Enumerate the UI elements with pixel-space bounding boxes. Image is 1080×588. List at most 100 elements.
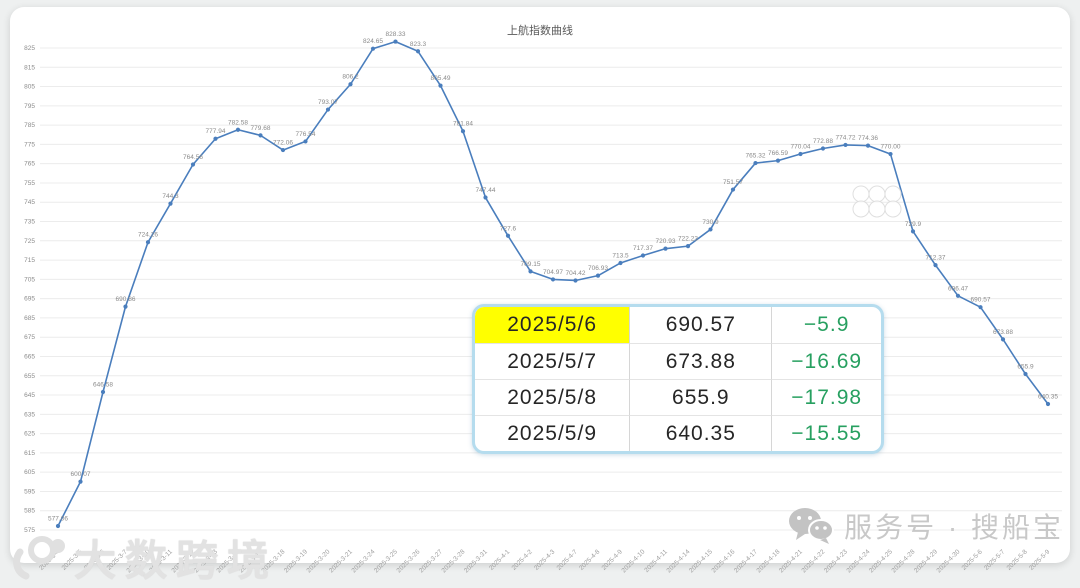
svg-text:765.32: 765.32: [746, 153, 766, 160]
change-cell: −5.9: [771, 307, 881, 343]
svg-text:772.06: 772.06: [273, 140, 293, 147]
bottom-right-watermark-text: 服务号 · 搜船宝: [844, 512, 1064, 543]
svg-text:825: 825: [24, 45, 35, 52]
svg-text:635: 635: [24, 411, 35, 418]
svg-text:744.3: 744.3: [162, 193, 179, 200]
svg-text:779.68: 779.68: [251, 125, 271, 132]
bottom-right-watermark: 服务号 · 搜船宝: [788, 506, 1064, 546]
svg-text:770.00: 770.00: [881, 144, 901, 151]
svg-text:585: 585: [24, 508, 35, 515]
svg-text:625: 625: [24, 431, 35, 438]
svg-text:725: 725: [24, 238, 35, 245]
svg-text:785: 785: [24, 122, 35, 129]
svg-text:774.72: 774.72: [836, 134, 856, 141]
svg-text:774.36: 774.36: [858, 135, 878, 142]
svg-text:781.84: 781.84: [453, 121, 473, 128]
svg-text:828.33: 828.33: [386, 31, 406, 38]
chart-card: [10, 7, 1070, 563]
bottom-left-watermark: 大数跨境: [12, 527, 278, 588]
svg-text:675: 675: [24, 334, 35, 341]
svg-text:600.07: 600.07: [71, 471, 91, 478]
chart-title: 上航指数曲线: [507, 25, 573, 37]
svg-text:2025-4-8: 2025-4-8: [578, 548, 602, 572]
svg-text:2025-5-9: 2025-5-9: [1028, 548, 1052, 572]
svg-text:727.6: 727.6: [500, 225, 517, 232]
y-axis-labels: 575 585 595 605 615 625 635 645 655 665 675 685 695 7…: [24, 45, 35, 534]
svg-text:2025-4-1: 2025-4-1: [488, 548, 512, 572]
change-cell: −16.69: [771, 343, 881, 379]
svg-text:795: 795: [24, 103, 35, 110]
svg-text:722.23: 722.23: [678, 236, 698, 243]
svg-text:665: 665: [24, 353, 35, 360]
svg-text:805: 805: [24, 84, 35, 91]
svg-text:755: 755: [24, 180, 35, 187]
svg-text:823.3: 823.3: [410, 41, 427, 48]
svg-text:640.35: 640.35: [1038, 394, 1058, 401]
date-cell: 2025/5/7: [475, 343, 630, 379]
svg-text:646.58: 646.58: [93, 381, 113, 388]
value-cell: 640.35: [629, 415, 772, 451]
value-cell: 690.57: [629, 307, 771, 343]
svg-text:735: 735: [24, 219, 35, 226]
svg-text:747.44: 747.44: [476, 187, 496, 194]
rings-watermark-icon: [852, 185, 902, 218]
svg-text:704.97: 704.97: [543, 269, 563, 276]
svg-text:690.57: 690.57: [971, 297, 991, 304]
svg-text:712.37: 712.37: [926, 255, 946, 262]
change-cell: −15.55: [771, 415, 881, 451]
svg-text:729.9: 729.9: [905, 221, 922, 228]
svg-text:793.07: 793.07: [318, 99, 338, 106]
svg-text:615: 615: [24, 450, 35, 457]
date-cell: 2025/5/8: [475, 379, 630, 415]
magnifier-logo-icon: [13, 535, 65, 579]
svg-text:715: 715: [24, 257, 35, 264]
svg-text:776.54: 776.54: [296, 131, 316, 138]
value-cell: 655.9: [629, 379, 772, 415]
svg-text:595: 595: [24, 488, 35, 495]
svg-text:815: 815: [24, 64, 35, 71]
svg-text:805.49: 805.49: [431, 75, 451, 82]
svg-text:695: 695: [24, 296, 35, 303]
svg-text:720.93: 720.93: [656, 238, 676, 245]
svg-text:2025-4-30: 2025-4-30: [936, 548, 962, 574]
svg-text:704.42: 704.42: [566, 270, 586, 277]
svg-text:706.93: 706.93: [588, 265, 608, 272]
date-cell-highlighted: 2025/5/6: [475, 307, 630, 343]
svg-text:2025-4-3: 2025-4-3: [533, 548, 557, 572]
svg-text:709.15: 709.15: [521, 261, 541, 268]
svg-text:751.57: 751.57: [723, 179, 743, 186]
svg-text:806.2: 806.2: [342, 74, 359, 81]
svg-text:696.47: 696.47: [948, 285, 968, 292]
change-cell: −17.98: [771, 379, 881, 415]
svg-text:713.5: 713.5: [612, 252, 629, 259]
svg-text:765: 765: [24, 161, 35, 168]
svg-text:645: 645: [24, 392, 35, 399]
svg-text:2025-5-6: 2025-5-6: [961, 548, 985, 572]
svg-text:575: 575: [24, 527, 35, 534]
point-labels: 577.06 600.07 646.58 690.86 724.26 744.3 764.5…: [48, 31, 1058, 522]
svg-text:605: 605: [24, 469, 35, 476]
svg-text:2025-4-7: 2025-4-7: [556, 548, 580, 572]
svg-text:764.56: 764.56: [183, 154, 203, 161]
svg-text:782.58: 782.58: [228, 119, 248, 126]
svg-text:655: 655: [24, 373, 35, 380]
svg-text:2025-5-7: 2025-5-7: [983, 548, 1007, 572]
date-cell: 2025/5/9: [475, 415, 630, 451]
point-markers: [55, 39, 1051, 529]
svg-text:824.65: 824.65: [363, 38, 383, 45]
svg-text:745: 745: [24, 199, 35, 206]
svg-text:2025-5-8: 2025-5-8: [1006, 548, 1030, 572]
svg-text:717.37: 717.37: [633, 245, 653, 252]
gridlines: [40, 47, 1062, 531]
value-cell: 673.88: [629, 343, 772, 379]
svg-text:730.9: 730.9: [702, 219, 719, 226]
bottom-left-watermark-text: 大数跨境: [74, 537, 279, 584]
svg-text:775: 775: [24, 141, 35, 148]
svg-text:705: 705: [24, 276, 35, 283]
svg-text:772.88: 772.88: [813, 138, 833, 145]
svg-text:685: 685: [24, 315, 35, 322]
index-quote-table: 2025/5/6 690.57 −5.9 2025/5/7 673.88 −16…: [472, 304, 884, 454]
wechat-icon: [789, 508, 835, 544]
svg-text:655.9: 655.9: [1017, 364, 1034, 371]
